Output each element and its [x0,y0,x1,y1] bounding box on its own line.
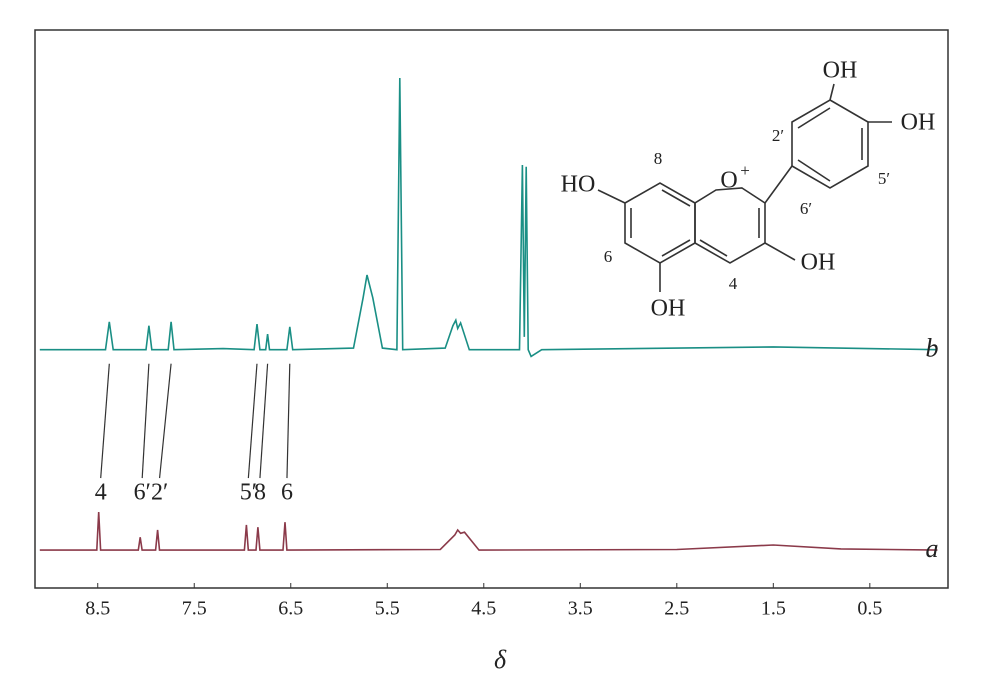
structure: OH OH HO O + OH OH 8 2′ 5′ 6′ 6 4 [561,58,936,322]
assignment-line [158,363,172,479]
structure-label: 6′ [800,199,812,218]
assignment-label: 5′ [240,480,257,506]
assignment-label: 2′ [151,480,168,506]
assignment-line [100,363,110,479]
series-label: a [926,534,939,563]
structure-label: HO [561,172,596,198]
spectrum-line [39,77,938,358]
ring-b [791,99,869,189]
assignment-line [259,363,269,479]
structure-label: OH [823,58,858,84]
assignment-line [286,363,291,479]
assignment-label: 8 [254,480,266,506]
x-tick-label: 6.5 [278,598,303,620]
series-label: b [926,334,939,363]
spectrum-line [39,512,938,551]
structure-label: 5′ [878,169,890,188]
assignment-label: 6 [281,480,293,506]
double-bonds-a [630,189,691,257]
double-bonds-c [699,208,760,257]
structure-label: O [720,168,737,194]
structure-label: 2′ [772,126,784,145]
x-tick-label: 7.5 [182,598,207,620]
assignment-line [247,363,258,479]
x-tick-label: 1.5 [761,598,786,620]
structure-label: OH [801,250,836,276]
x-tick-label: 0.5 [857,598,882,620]
plot-frame [34,29,949,589]
structure-label: 4 [729,274,738,293]
ring-c [694,187,766,264]
x-tick-label: 4.5 [471,598,496,620]
x-axis-label: δ [494,645,507,674]
structure-label: OH [651,296,686,322]
assignment-label: 6′ [134,480,151,506]
x-tick-label: 2.5 [664,598,689,620]
assignment-label: 4 [95,480,107,506]
ring-a [624,182,696,264]
x-tick-label: 5.5 [375,598,400,620]
structure-label: + [740,161,750,180]
assignment-line [141,363,150,479]
substituent-bonds [597,83,892,292]
structure-label: 6 [604,247,613,266]
double-bonds-b [797,107,863,182]
x-tick-label: 8.5 [85,598,110,620]
structure-label: OH [901,110,936,136]
structure-label: 8 [654,149,663,168]
x-tick-label: 3.5 [568,598,593,620]
